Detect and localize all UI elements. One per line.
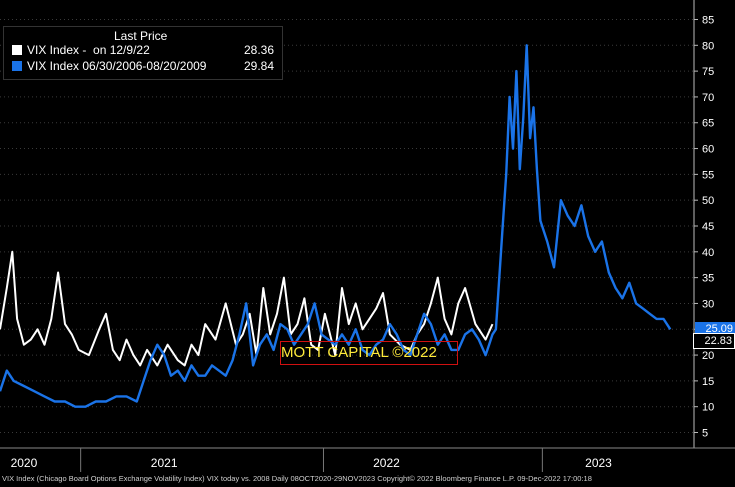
legend-label: VIX Index 06/30/2006-08/20/2009 [27, 59, 207, 73]
legend-header: Last Price [114, 29, 168, 43]
chart-legend: Last Price VIX Index - on 12/9/22 28.36 … [3, 26, 283, 80]
gridlines [0, 18, 694, 434]
y-tick-label: 45 [702, 221, 714, 233]
x-axis: 2020 2021 2022 2023 [0, 447, 735, 472]
y-axis: 510152025303540455055606570758085 [693, 0, 714, 448]
y-tick-label: 60 [702, 144, 714, 156]
watermark: MOTT CAPITAL ©2022 [280, 341, 458, 365]
x-tick-label: 2021 [151, 456, 178, 470]
legend-swatch-blue [12, 61, 22, 71]
x-tick-label: 2023 [585, 456, 612, 470]
x-tick-label: 2022 [373, 456, 400, 470]
y-tick-label: 5 [702, 428, 708, 440]
y-tick-label: 70 [702, 92, 714, 104]
y-tick-label: 35 [702, 273, 714, 285]
y-tick-label: 30 [702, 298, 714, 310]
y-tick-label: 15 [702, 376, 714, 388]
legend-swatch-white [12, 45, 22, 55]
y-tick-label: 85 [702, 14, 714, 26]
y-tick-label: 20 [702, 350, 714, 362]
series-lines [0, 44, 672, 408]
legend-value: 28.36 [243, 43, 274, 57]
y-tick-label: 65 [702, 118, 714, 130]
series-line-2008 [0, 44, 672, 408]
legend-item-2008: VIX Index 06/30/2006-08/20/2009 29.84 [12, 59, 274, 73]
y-tick-label: 10 [702, 402, 714, 414]
y-tick-label: 40 [702, 247, 714, 259]
y-tick-label: 50 [702, 195, 714, 207]
x-tick-label: 2020 [11, 456, 38, 470]
legend-item-current: VIX Index - on 12/9/22 28.36 [12, 43, 274, 57]
legend-label: VIX Index - on 12/9/22 [27, 43, 150, 57]
chart-footer: VIX Index (Chicago Board Options Exchang… [2, 474, 592, 483]
legend-value: 29.84 [243, 59, 274, 73]
last-value-badge-blue: 25.09 [695, 321, 735, 336]
y-tick-label: 55 [702, 169, 714, 181]
y-tick-label: 80 [702, 40, 714, 52]
last-value-badge-white: 22.83 [693, 333, 735, 350]
y-tick-label: 75 [702, 66, 714, 78]
series-line-current [0, 250, 494, 367]
